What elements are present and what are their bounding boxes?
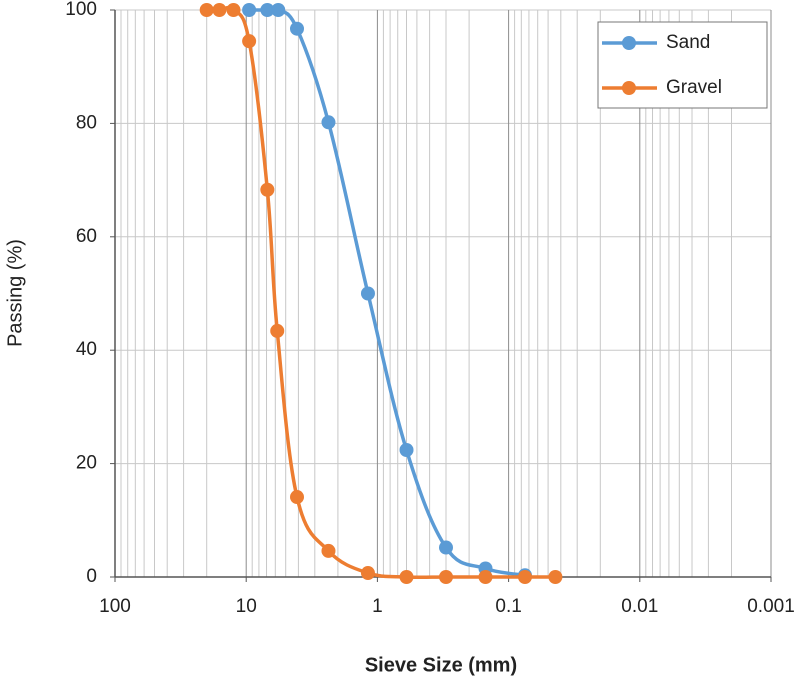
legend-marker [622,81,636,95]
data-point [439,540,454,555]
data-point [212,3,227,17]
series-line [249,6,526,578]
y-tick-label: 80 [76,112,97,133]
legend-label: Gravel [666,77,722,98]
data-point [517,570,532,584]
x-tick-label: 1 [372,596,383,617]
data-point [260,3,275,17]
data-point [478,570,493,584]
data-point [290,21,305,36]
y-tick-label: 60 [76,226,97,247]
data-point [226,3,241,17]
x-axis-title: Sieve Size (mm) [365,654,517,676]
data-point [271,3,286,17]
legend-label: Sand [666,32,710,53]
data-point [321,115,336,130]
data-point [290,490,305,505]
data-point [242,3,257,17]
data-point [399,570,414,584]
x-tick-label: 100 [99,596,131,617]
data-point [242,34,257,49]
legend-marker [622,36,636,50]
x-tick-label: 0.001 [747,596,795,617]
data-point [548,570,563,584]
data-point [399,442,414,457]
data-point [199,3,214,17]
data-point [321,543,336,558]
data-point [360,566,375,581]
y-axis-title: Passing (%) [4,239,26,347]
x-tick-label: 0.1 [495,596,521,617]
x-tick-label: 0.01 [621,596,658,617]
data-point [270,323,285,338]
x-tick-label: 10 [236,596,257,617]
y-tick-label: 0 [86,566,97,587]
data-point [260,182,275,197]
data-point [439,570,454,584]
data-point [360,286,375,301]
y-tick-label: 100 [65,0,97,20]
y-tick-label: 40 [76,339,97,360]
y-tick-label: 20 [76,453,97,474]
